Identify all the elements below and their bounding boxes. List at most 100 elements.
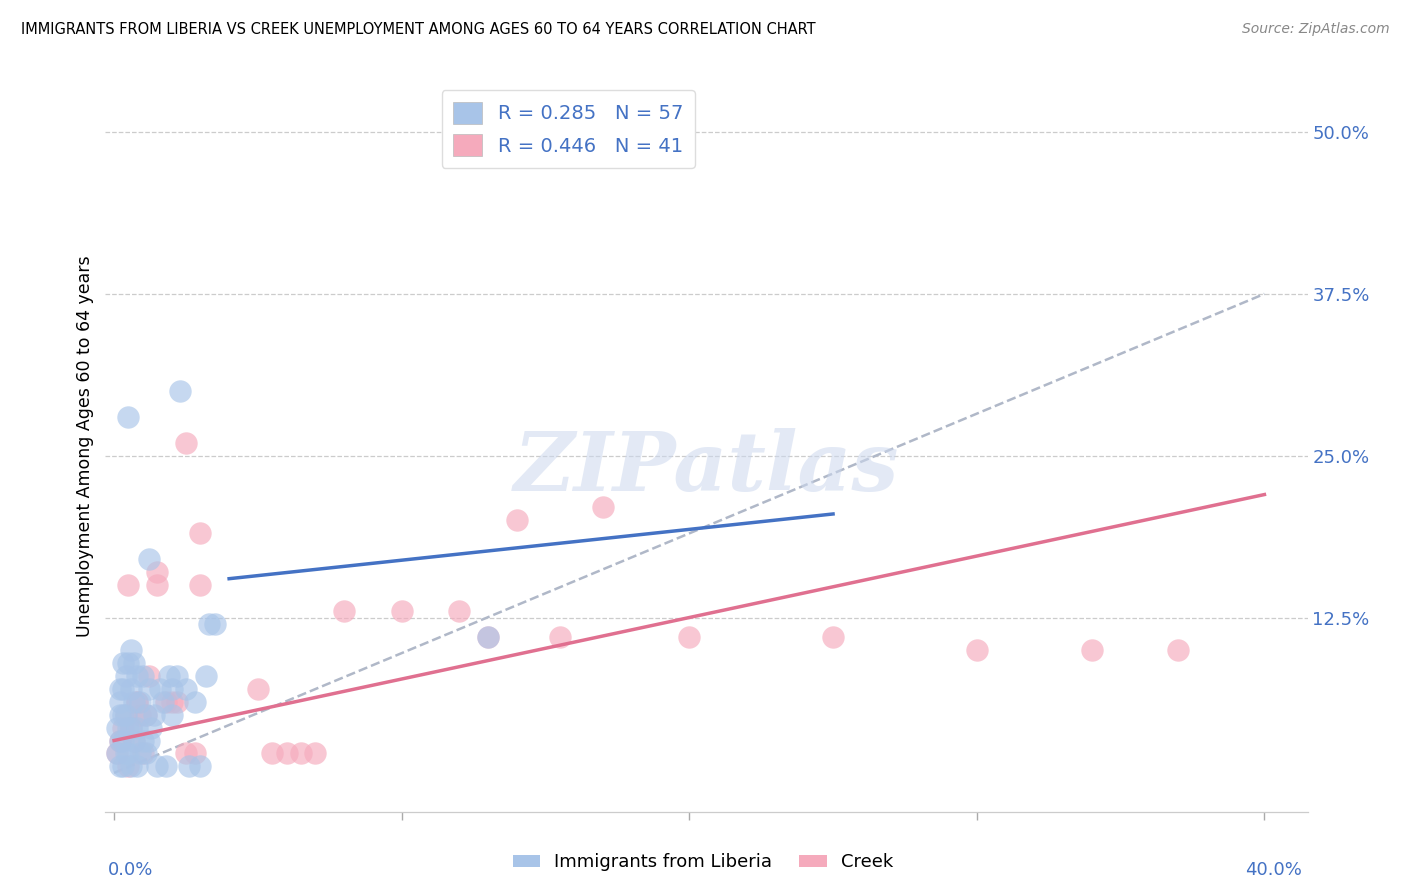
Point (160, 695, 183, 709)
Point (120, 759, 142, 773)
Point (127, 759, 149, 773)
Point (592, 500, 614, 515)
Point (174, 435, 197, 450)
Point (114, 707, 136, 722)
Point (127, 669, 149, 683)
Point (120, 643, 142, 657)
Text: ZIPatlas: ZIPatlas (513, 428, 900, 508)
Point (141, 721, 163, 735)
Point (132, 733, 155, 747)
Text: IMMIGRANTS FROM LIBERIA VS CREEK UNEMPLOYMENT AMONG AGES 60 TO 64 YEARS CORRELAT: IMMIGRANTS FROM LIBERIA VS CREEK UNEMPLO… (21, 22, 815, 37)
Point (122, 733, 145, 747)
Point (132, 669, 155, 683)
Point (149, 681, 172, 696)
Point (138, 681, 160, 696)
Point (290, 747, 312, 761)
Point (138, 733, 160, 747)
Point (111, 721, 134, 735)
Point (198, 617, 221, 632)
Point (117, 578, 139, 592)
Point (117, 656, 139, 670)
Point (138, 552, 160, 566)
Point (114, 669, 136, 683)
Point (108, 681, 131, 696)
Point (169, 384, 191, 398)
Point (146, 578, 169, 592)
Text: 0.0%: 0.0% (108, 861, 153, 879)
Point (449, 604, 471, 618)
Point (188, 759, 212, 773)
Point (146, 759, 169, 773)
Legend: Immigrants from Liberia, Creek: Immigrants from Liberia, Creek (506, 847, 900, 879)
Point (105, 747, 128, 761)
Point (105, 721, 128, 735)
Point (155, 759, 177, 773)
Point (678, 630, 700, 644)
Point (129, 747, 152, 761)
Point (246, 681, 269, 696)
Point (262, 747, 284, 761)
Point (120, 721, 142, 735)
Point (152, 695, 174, 709)
Point (966, 643, 988, 657)
Point (135, 707, 157, 722)
Point (188, 578, 212, 592)
Point (129, 707, 152, 722)
Point (120, 721, 142, 735)
Point (177, 759, 200, 773)
Point (157, 669, 180, 683)
Point (117, 759, 139, 773)
Point (821, 630, 844, 644)
Point (127, 695, 149, 709)
Point (114, 747, 136, 761)
Point (135, 747, 157, 761)
Point (111, 759, 134, 773)
Point (143, 707, 166, 722)
Point (127, 695, 149, 709)
Point (160, 707, 183, 722)
Point (548, 630, 571, 644)
Point (391, 604, 413, 618)
Point (1167, 643, 1189, 657)
Point (333, 604, 356, 618)
Point (195, 669, 218, 683)
Point (105, 747, 128, 761)
Point (477, 630, 499, 644)
Point (108, 695, 131, 709)
Point (111, 707, 134, 722)
Point (183, 747, 205, 761)
Point (183, 695, 205, 709)
Text: 40.0%: 40.0% (1244, 861, 1302, 879)
Point (204, 617, 226, 632)
Point (111, 733, 134, 747)
Point (174, 747, 197, 761)
Point (135, 707, 157, 722)
Point (174, 681, 197, 696)
Point (108, 707, 131, 722)
Point (160, 681, 183, 696)
Point (117, 409, 139, 424)
Point (108, 733, 131, 747)
Point (506, 513, 529, 527)
Point (117, 747, 139, 761)
Point (166, 695, 188, 709)
Point (114, 707, 136, 722)
Point (117, 721, 139, 735)
Point (304, 747, 326, 761)
Legend: R = 0.285   N = 57, R = 0.446   N = 41: R = 0.285 N = 57, R = 0.446 N = 41 (441, 90, 695, 168)
Point (122, 656, 145, 670)
Point (276, 747, 298, 761)
Y-axis label: Unemployment Among Ages 60 to 64 years: Unemployment Among Ages 60 to 64 years (76, 255, 94, 637)
Point (129, 695, 152, 709)
Point (108, 759, 131, 773)
Point (122, 733, 145, 747)
Point (1081, 643, 1104, 657)
Text: Source: ZipAtlas.com: Source: ZipAtlas.com (1241, 22, 1389, 37)
Point (120, 681, 142, 696)
Point (138, 669, 160, 683)
Point (111, 681, 134, 696)
Point (108, 733, 131, 747)
Point (155, 695, 177, 709)
Point (188, 526, 212, 541)
Point (132, 747, 155, 761)
